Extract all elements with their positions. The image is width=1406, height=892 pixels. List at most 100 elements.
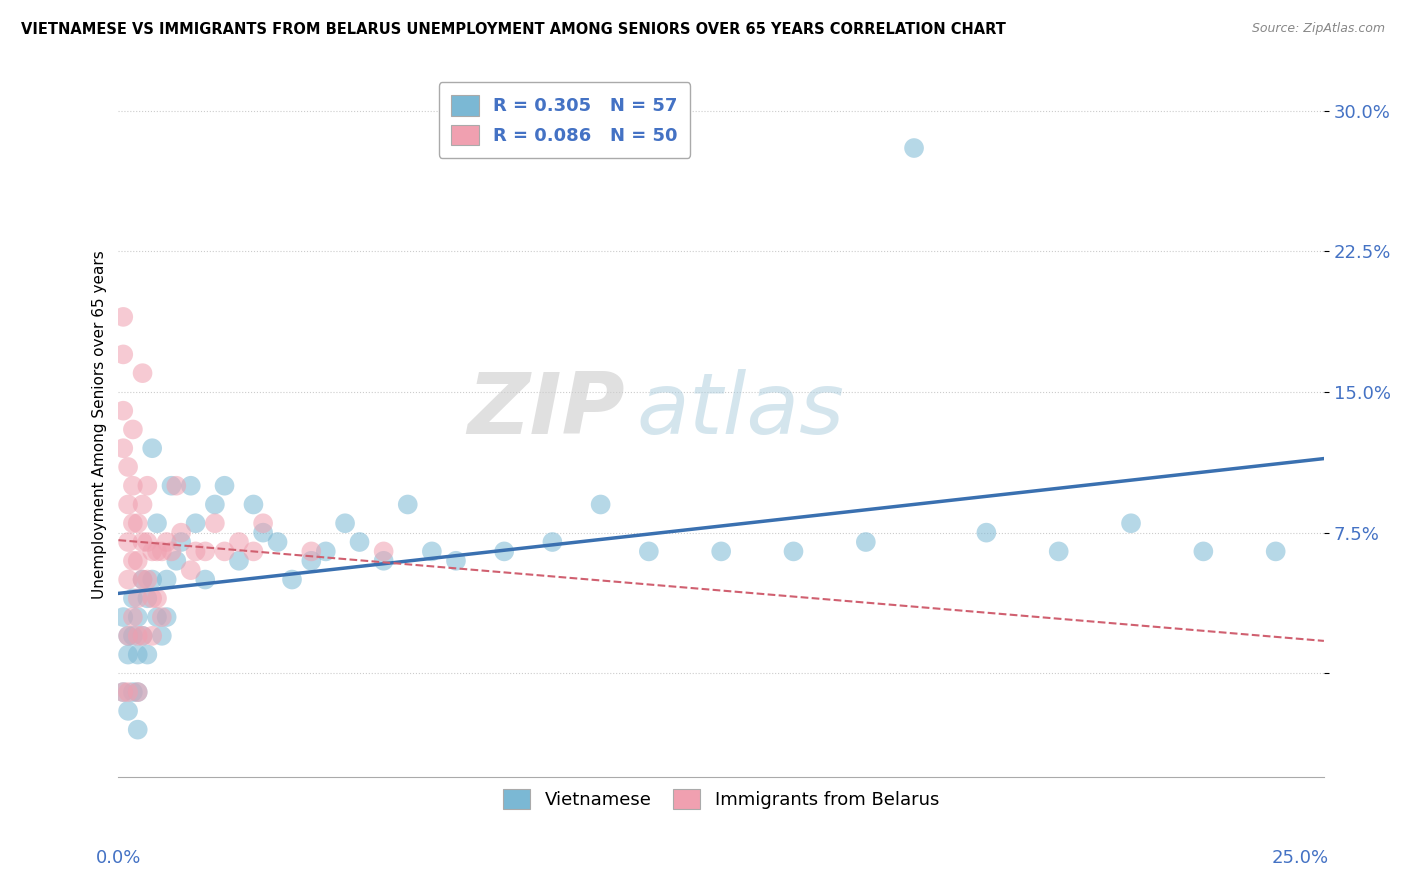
Point bbox=[127, 554, 149, 568]
Point bbox=[127, 685, 149, 699]
Point bbox=[131, 573, 153, 587]
Point bbox=[131, 629, 153, 643]
Point bbox=[315, 544, 337, 558]
Point bbox=[117, 629, 139, 643]
Point bbox=[127, 648, 149, 662]
Legend: Vietnamese, Immigrants from Belarus: Vietnamese, Immigrants from Belarus bbox=[492, 778, 950, 821]
Point bbox=[373, 554, 395, 568]
Point bbox=[127, 629, 149, 643]
Point bbox=[127, 685, 149, 699]
Point bbox=[252, 516, 274, 531]
Point bbox=[349, 535, 371, 549]
Point bbox=[589, 498, 612, 512]
Point bbox=[180, 563, 202, 577]
Point bbox=[228, 535, 250, 549]
Point bbox=[204, 516, 226, 531]
Point bbox=[141, 591, 163, 606]
Point bbox=[180, 479, 202, 493]
Point bbox=[112, 610, 135, 624]
Point bbox=[127, 591, 149, 606]
Point bbox=[1119, 516, 1142, 531]
Point bbox=[165, 479, 187, 493]
Point bbox=[117, 535, 139, 549]
Point bbox=[150, 544, 173, 558]
Text: 25.0%: 25.0% bbox=[1271, 849, 1329, 867]
Point bbox=[122, 422, 145, 436]
Point bbox=[637, 544, 659, 558]
Point bbox=[117, 704, 139, 718]
Point bbox=[117, 685, 139, 699]
Point bbox=[150, 629, 173, 643]
Point bbox=[299, 554, 322, 568]
Point bbox=[112, 310, 135, 324]
Point bbox=[146, 516, 169, 531]
Point bbox=[136, 479, 159, 493]
Point bbox=[141, 441, 163, 455]
Point bbox=[396, 498, 419, 512]
Point bbox=[117, 629, 139, 643]
Point bbox=[146, 591, 169, 606]
Point bbox=[204, 498, 226, 512]
Text: VIETNAMESE VS IMMIGRANTS FROM BELARUS UNEMPLOYMENT AMONG SENIORS OVER 65 YEARS C: VIETNAMESE VS IMMIGRANTS FROM BELARUS UN… bbox=[21, 22, 1005, 37]
Point bbox=[266, 535, 288, 549]
Point bbox=[855, 535, 877, 549]
Point bbox=[444, 554, 467, 568]
Point bbox=[160, 544, 183, 558]
Point bbox=[131, 535, 153, 549]
Point bbox=[131, 629, 153, 643]
Point bbox=[228, 554, 250, 568]
Point bbox=[136, 591, 159, 606]
Point bbox=[165, 554, 187, 568]
Point bbox=[127, 723, 149, 737]
Point bbox=[117, 648, 139, 662]
Point bbox=[122, 685, 145, 699]
Point bbox=[160, 479, 183, 493]
Point bbox=[333, 516, 356, 531]
Point bbox=[141, 573, 163, 587]
Point bbox=[146, 544, 169, 558]
Point bbox=[122, 516, 145, 531]
Point bbox=[146, 610, 169, 624]
Point bbox=[112, 685, 135, 699]
Point bbox=[1192, 544, 1215, 558]
Point bbox=[122, 554, 145, 568]
Point bbox=[541, 535, 564, 549]
Point bbox=[141, 544, 163, 558]
Point bbox=[184, 516, 207, 531]
Point bbox=[494, 544, 516, 558]
Point bbox=[1264, 544, 1286, 558]
Point bbox=[170, 535, 193, 549]
Point bbox=[194, 544, 217, 558]
Point bbox=[976, 525, 998, 540]
Point bbox=[122, 479, 145, 493]
Point bbox=[131, 366, 153, 380]
Point bbox=[117, 498, 139, 512]
Point bbox=[112, 441, 135, 455]
Point bbox=[150, 610, 173, 624]
Point bbox=[117, 460, 139, 475]
Point bbox=[127, 516, 149, 531]
Point bbox=[136, 535, 159, 549]
Point bbox=[112, 685, 135, 699]
Point bbox=[242, 498, 264, 512]
Point bbox=[1047, 544, 1070, 558]
Point bbox=[710, 544, 733, 558]
Point bbox=[184, 544, 207, 558]
Point bbox=[214, 479, 236, 493]
Point bbox=[782, 544, 804, 558]
Point bbox=[112, 403, 135, 417]
Point bbox=[156, 573, 179, 587]
Point bbox=[156, 610, 179, 624]
Text: Source: ZipAtlas.com: Source: ZipAtlas.com bbox=[1251, 22, 1385, 36]
Point bbox=[122, 591, 145, 606]
Text: ZIP: ZIP bbox=[467, 369, 624, 452]
Point bbox=[281, 573, 304, 587]
Point bbox=[903, 141, 925, 155]
Point bbox=[170, 525, 193, 540]
Text: 0.0%: 0.0% bbox=[96, 849, 141, 867]
Point bbox=[136, 648, 159, 662]
Point bbox=[122, 610, 145, 624]
Point bbox=[141, 629, 163, 643]
Point bbox=[373, 544, 395, 558]
Point bbox=[252, 525, 274, 540]
